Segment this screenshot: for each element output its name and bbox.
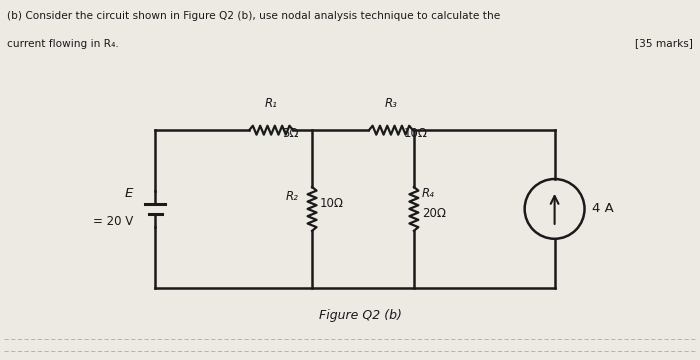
Text: E: E xyxy=(125,188,134,201)
Text: 10Ω: 10Ω xyxy=(404,127,428,140)
Text: R₁: R₁ xyxy=(265,97,278,110)
Text: 20Ω: 20Ω xyxy=(422,207,446,220)
Text: Figure Q2 (b): Figure Q2 (b) xyxy=(318,309,401,322)
Text: R₂: R₂ xyxy=(285,190,298,203)
Text: 5Ω: 5Ω xyxy=(282,127,299,140)
Text: (b) Consider the circuit shown in Figure Q2 (b), use nodal analysis technique to: (b) Consider the circuit shown in Figure… xyxy=(7,11,500,21)
Text: R₃: R₃ xyxy=(384,97,398,110)
Text: R₄: R₄ xyxy=(422,188,435,201)
Text: current flowing in R₄.: current flowing in R₄. xyxy=(7,39,118,49)
Text: [35 marks]: [35 marks] xyxy=(636,39,693,49)
Text: = 20 V: = 20 V xyxy=(93,215,134,228)
Text: 4 A: 4 A xyxy=(592,202,613,215)
Text: 10Ω: 10Ω xyxy=(320,197,344,210)
